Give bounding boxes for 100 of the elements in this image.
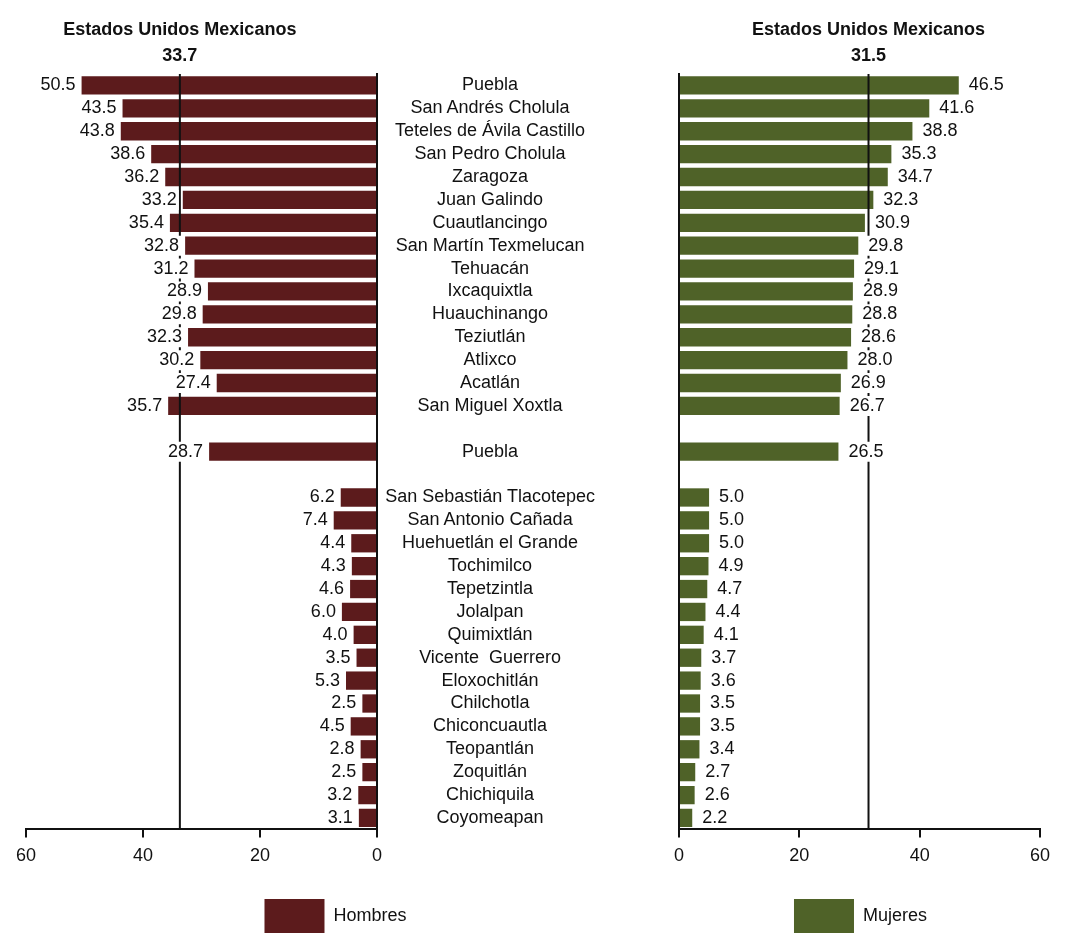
data-label: 28.8 xyxy=(862,303,898,324)
data-label: 28.0 xyxy=(857,349,893,370)
bar xyxy=(680,213,865,232)
y-tick-label: Chilchotla xyxy=(450,692,531,713)
bar xyxy=(680,488,710,507)
bar xyxy=(680,328,852,347)
data-label: 3.7 xyxy=(711,646,737,667)
bar xyxy=(680,511,710,530)
y-tick-label: Huehuetlán el Grande xyxy=(402,532,579,553)
bar xyxy=(358,808,376,828)
data-label: 4.3 xyxy=(320,555,346,576)
data-label: 4.7 xyxy=(717,578,743,599)
bar xyxy=(680,122,913,141)
data-label: 5.3 xyxy=(314,669,340,690)
bar xyxy=(680,442,839,461)
y-tick-label: San Miguel Xoxtla xyxy=(417,394,564,415)
bar xyxy=(356,648,376,667)
data-label: 3.1 xyxy=(327,806,353,827)
y-tick-label: Vicente Guerrero xyxy=(419,646,561,667)
data-label: 2.6 xyxy=(704,784,730,805)
data-label: 28.6 xyxy=(861,326,897,347)
y-tick-label: Teteles de Ávila Castillo xyxy=(395,120,586,141)
y-tick-label: Quimixtlán xyxy=(447,623,533,644)
data-label: 2.5 xyxy=(331,692,357,713)
data-label: 3.5 xyxy=(325,646,351,667)
data-label: 28.7 xyxy=(168,440,204,461)
bar xyxy=(680,99,930,118)
data-label: 7.4 xyxy=(302,509,328,530)
data-label: 3.5 xyxy=(710,692,736,713)
data-label: 4.4 xyxy=(320,532,346,553)
data-label: 38.8 xyxy=(922,120,958,141)
y-tick-label: Jolalpan xyxy=(456,600,524,621)
bar xyxy=(680,671,701,690)
bar xyxy=(341,602,376,622)
data-label: 32.3 xyxy=(883,188,919,209)
data-label: 5.0 xyxy=(719,486,745,507)
bar xyxy=(680,282,853,301)
bar xyxy=(680,190,874,210)
bar xyxy=(81,76,376,95)
bar xyxy=(216,373,376,393)
data-label: 29.8 xyxy=(868,234,904,255)
y-tick-label: Zoquitlán xyxy=(453,761,528,782)
bar xyxy=(188,328,376,347)
data-label: 36.2 xyxy=(124,165,160,186)
bar xyxy=(168,396,376,416)
bar xyxy=(680,373,841,393)
y-tick-label: San Sebastián Tlacotepec xyxy=(385,486,595,507)
legend-label: Mujeres xyxy=(862,904,928,925)
bar xyxy=(350,579,376,599)
x-tick-label: 40 xyxy=(132,845,154,866)
bar xyxy=(680,717,701,736)
data-label: 38.6 xyxy=(110,143,146,164)
y-tick-label: Acatlán xyxy=(460,372,521,392)
bar xyxy=(680,144,892,164)
y-tick-label: San Pedro Cholula xyxy=(414,143,567,164)
bar xyxy=(122,99,376,118)
bar xyxy=(200,350,376,370)
legend-label: Hombres xyxy=(333,904,407,925)
data-label: 4.9 xyxy=(718,555,744,576)
bar xyxy=(353,625,376,644)
bar xyxy=(680,167,888,187)
data-label: 50.5 xyxy=(40,74,76,95)
bar xyxy=(680,808,693,828)
data-label: 28.9 xyxy=(166,280,202,301)
bar xyxy=(207,282,376,301)
data-label: 4.1 xyxy=(713,623,739,644)
bar xyxy=(182,190,376,210)
bar xyxy=(680,785,695,805)
x-tick-label: 60 xyxy=(1029,845,1050,866)
x-tick-label: 40 xyxy=(909,845,930,866)
y-tick-label: Tepetzintla xyxy=(447,578,535,599)
bar xyxy=(680,534,710,553)
bar xyxy=(194,259,376,278)
y-tick-label: Chichiquila xyxy=(446,784,536,805)
bar xyxy=(680,602,706,622)
bar xyxy=(360,740,376,759)
data-label: 2.5 xyxy=(331,761,357,782)
data-label: 35.3 xyxy=(901,143,937,164)
bar xyxy=(680,350,848,370)
x-tick-label: 20 xyxy=(249,845,271,866)
data-label: 35.4 xyxy=(128,211,164,232)
y-tick-label: Ixcaquixtla xyxy=(447,280,534,301)
bar xyxy=(120,122,376,141)
bar xyxy=(346,671,376,690)
bar xyxy=(680,579,708,599)
x-tick-label: 60 xyxy=(16,845,37,866)
data-label: 5.0 xyxy=(719,532,745,553)
y-tick-label: San Antonio Cañada xyxy=(407,509,574,530)
bar xyxy=(680,557,709,576)
bar xyxy=(185,236,376,255)
data-label: 32.3 xyxy=(147,326,183,347)
y-tick-label: Cuautlancingo xyxy=(432,211,548,232)
y-tick-label: San Andrés Cholula xyxy=(410,97,571,118)
y-tick-label: Coyomeapan xyxy=(436,806,544,827)
data-label: 26.5 xyxy=(848,440,884,461)
data-label: 32.8 xyxy=(144,234,180,255)
data-label: 43.5 xyxy=(81,97,117,118)
bar xyxy=(351,534,376,553)
y-tick-label: San Martín Texmelucan xyxy=(395,234,585,255)
bar xyxy=(680,648,702,667)
